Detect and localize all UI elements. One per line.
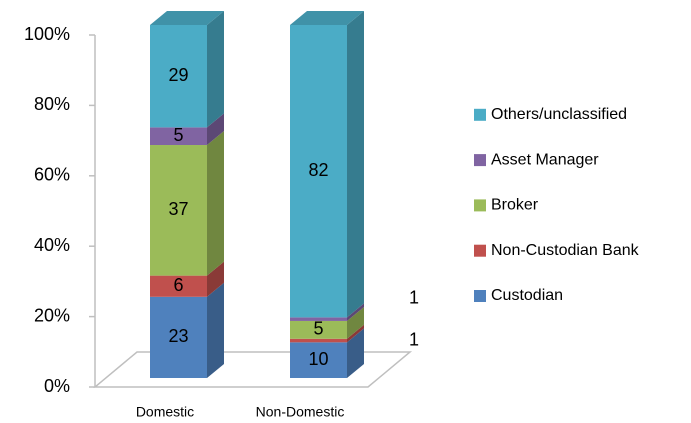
legend-label: Non-Custodian Bank (491, 242, 640, 259)
data-label: 23 (168, 326, 188, 346)
bar-side (347, 306, 364, 339)
bar-segment (150, 11, 224, 128)
data-label: 5 (173, 125, 183, 145)
y-tick-label: 60% (34, 165, 70, 185)
data-label: 1 (409, 329, 419, 349)
legend-swatch (474, 199, 486, 212)
bar-front (290, 342, 347, 378)
bar-segment (150, 131, 224, 276)
floor (92, 351, 413, 388)
bar-side (347, 303, 364, 321)
y-tick-label: 40% (34, 235, 70, 255)
y-tick-label: 80% (34, 94, 70, 114)
bar-segment (290, 328, 364, 378)
bar-segment (290, 306, 364, 339)
bar-segment (150, 282, 224, 378)
bar-segment (150, 261, 224, 297)
x-tick-label: Non-Domestic (256, 404, 345, 420)
bar-front (290, 25, 347, 318)
x-tick-label: Domestic (136, 404, 194, 420)
bar-side (207, 113, 224, 146)
bar-front (290, 338, 347, 343)
bar-segment (290, 11, 364, 318)
data-label: 1 (409, 287, 419, 307)
bar-side (207, 11, 224, 128)
data-label: 10 (308, 349, 328, 369)
bar-side (347, 324, 364, 343)
y-tick-label: 100% (24, 24, 70, 44)
legend-label: Custodian (491, 287, 563, 304)
legend-swatch (474, 108, 486, 121)
bar-top (150, 11, 224, 25)
y-tick-label: 0% (44, 376, 70, 396)
legend-label: Asset Manager (491, 151, 599, 168)
bar-top (290, 11, 364, 25)
bar-segment (150, 113, 224, 146)
bar-front (150, 145, 207, 276)
bar-front (150, 127, 207, 146)
legend-label: Others/unclassified (491, 106, 627, 123)
bar-side (347, 328, 364, 378)
bar-front (150, 25, 207, 128)
bar-front (150, 275, 207, 297)
y-tick-label: 20% (34, 305, 70, 325)
bar-front (150, 296, 207, 378)
bar-side (347, 11, 364, 318)
data-label: 37 (168, 199, 188, 219)
legend-swatch (474, 154, 486, 167)
legend-label: Broker (491, 197, 539, 214)
bar-front (290, 320, 347, 339)
data-label: 5 (313, 319, 323, 339)
legend-swatch (474, 244, 486, 257)
data-label: 29 (168, 65, 188, 85)
data-label: 82 (308, 160, 328, 180)
legend-swatch (474, 290, 486, 302)
bar-front (290, 317, 347, 321)
bar-side (207, 131, 224, 276)
bar-segment (290, 303, 364, 321)
bar-side (207, 261, 224, 297)
data-label: 6 (173, 275, 183, 295)
bar-segment (290, 324, 364, 343)
bar-side (207, 282, 224, 378)
